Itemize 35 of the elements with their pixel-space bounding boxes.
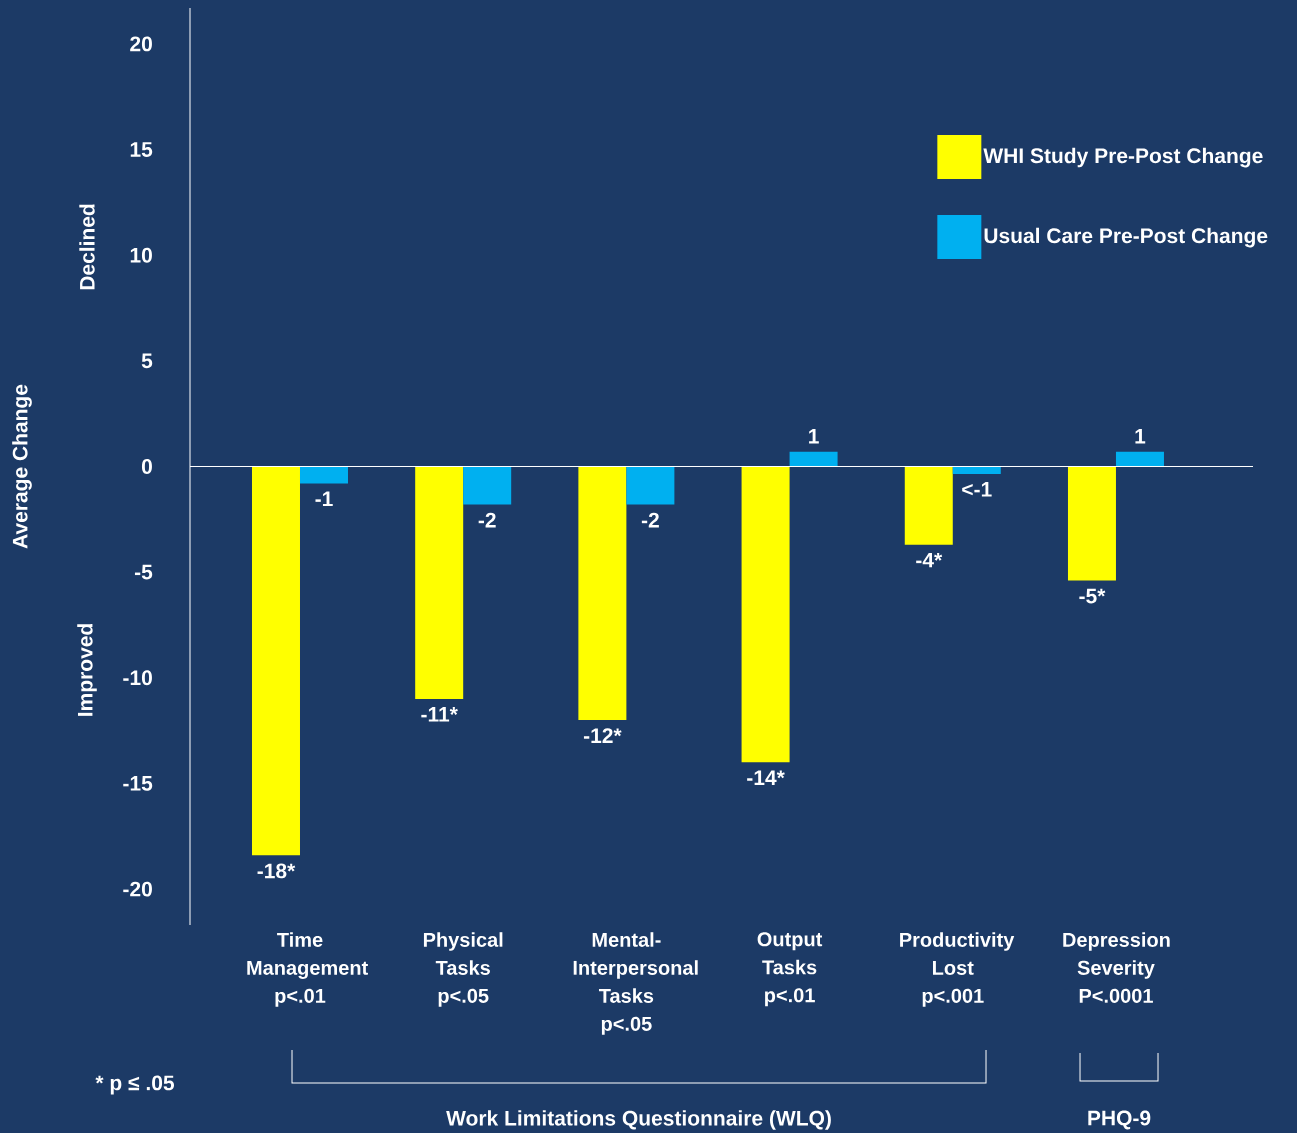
- x-tick-label: Depression Severity P<.0001: [1063, 932, 1170, 1003]
- text: PHQ-9: [1088, 1110, 1151, 1130]
- x-tick-label: Physical Tasks p<.05: [423, 932, 503, 1007]
- y-tick-label: -15: [123, 776, 153, 791]
- x-tick-label: Productivity Lost p<.001: [900, 932, 1015, 1007]
- data-label: -5*: [1079, 588, 1106, 604]
- y-tick-label: -20: [123, 881, 152, 897]
- x-tick-label: Mental-Interpersonal Tasks p<.05: [573, 932, 698, 1035]
- data-label: -2: [641, 512, 659, 528]
- data-label: -11*: [421, 707, 458, 722]
- y-tick-label: -10: [123, 670, 152, 686]
- y-tick-label: 20: [130, 36, 152, 52]
- data-label: 1: [809, 429, 819, 444]
- data-label: -1: [315, 491, 333, 507]
- y-tick-label: 15: [130, 142, 153, 157]
- data-label: -12*: [583, 728, 622, 743]
- legend-label: WHI Study Pre-Post Change: [983, 147, 1263, 168]
- data-label: -4*: [916, 552, 943, 568]
- text: Declined: [79, 204, 95, 290]
- legend-label: Usual Care Pre-Post Change: [984, 227, 1268, 248]
- y-axis-title: Average Change: [12, 384, 32, 549]
- y-tick-label: 10: [130, 247, 152, 263]
- text: * p ≤ .05: [95, 1075, 175, 1095]
- y-tick-label: -5: [134, 564, 153, 580]
- x-tick-label: Output Tasks p<.01: [757, 932, 823, 1007]
- text: Improved: [77, 624, 97, 716]
- data-label: -2: [478, 512, 496, 528]
- x-tick-label: Time Management p<.01: [247, 932, 368, 1007]
- data-label: -18*: [257, 863, 296, 879]
- y-tick-label: 0: [141, 459, 152, 474]
- data-label: <-1: [962, 482, 992, 497]
- data-label: 1: [1135, 429, 1146, 444]
- text: Work Limitations Questionnaire (WLQ): [446, 1110, 831, 1130]
- y-tick-label: 5: [141, 353, 153, 369]
- data-label: -14*: [747, 770, 785, 785]
